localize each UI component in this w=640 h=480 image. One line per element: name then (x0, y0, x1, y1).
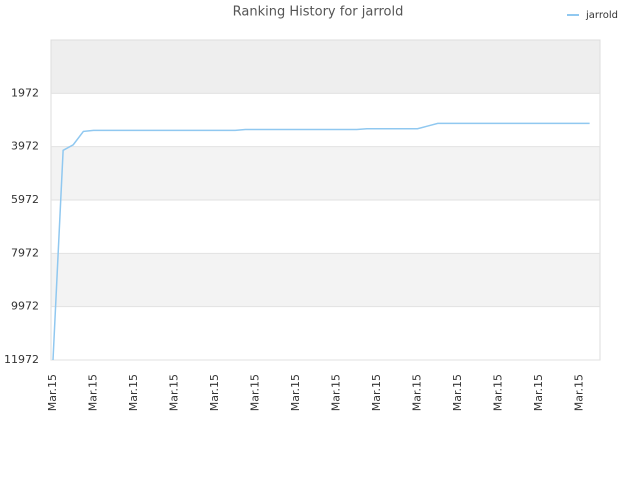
x-tick-label: Mar.15 (249, 374, 262, 411)
grid-band (51, 146, 600, 200)
x-tick-label: Mar.15 (208, 374, 221, 411)
x-tick-label: Mar.15 (370, 374, 383, 411)
y-tick-label: 11972 (4, 353, 39, 366)
x-tick-label: Mar.15 (492, 374, 505, 411)
x-tick-label: Mar.15 (451, 374, 464, 411)
y-tick-label: 5972 (11, 193, 39, 206)
series-line (52, 122, 590, 361)
grid-band (51, 40, 600, 94)
x-tick-label: Mar.15 (532, 374, 545, 411)
y-tick-label: 1972 (11, 86, 39, 99)
x-tick-label: Mar.15 (46, 374, 59, 411)
x-tick-label: Mar.15 (330, 374, 343, 411)
y-tick-label: 7972 (11, 246, 39, 259)
x-tick-label: Mar.15 (127, 374, 140, 411)
x-tick-label: Mar.15 (87, 374, 100, 411)
grid-band (51, 93, 600, 147)
y-tick-label: 3972 (11, 140, 39, 153)
x-tick-label: Mar.15 (411, 374, 424, 411)
x-tick-label: Mar.15 (289, 374, 302, 411)
grid-band (51, 306, 600, 360)
x-tick-label: Mar.15 (573, 374, 586, 411)
chart-title: Ranking History for jarrold (233, 5, 404, 20)
grid-band (51, 200, 600, 254)
grid-band (51, 253, 600, 307)
legend-label: jarrold (585, 10, 618, 21)
legend: jarrold (567, 10, 618, 21)
y-tick-label: 9972 (11, 300, 39, 313)
x-tick-label: Mar.15 (168, 374, 181, 411)
